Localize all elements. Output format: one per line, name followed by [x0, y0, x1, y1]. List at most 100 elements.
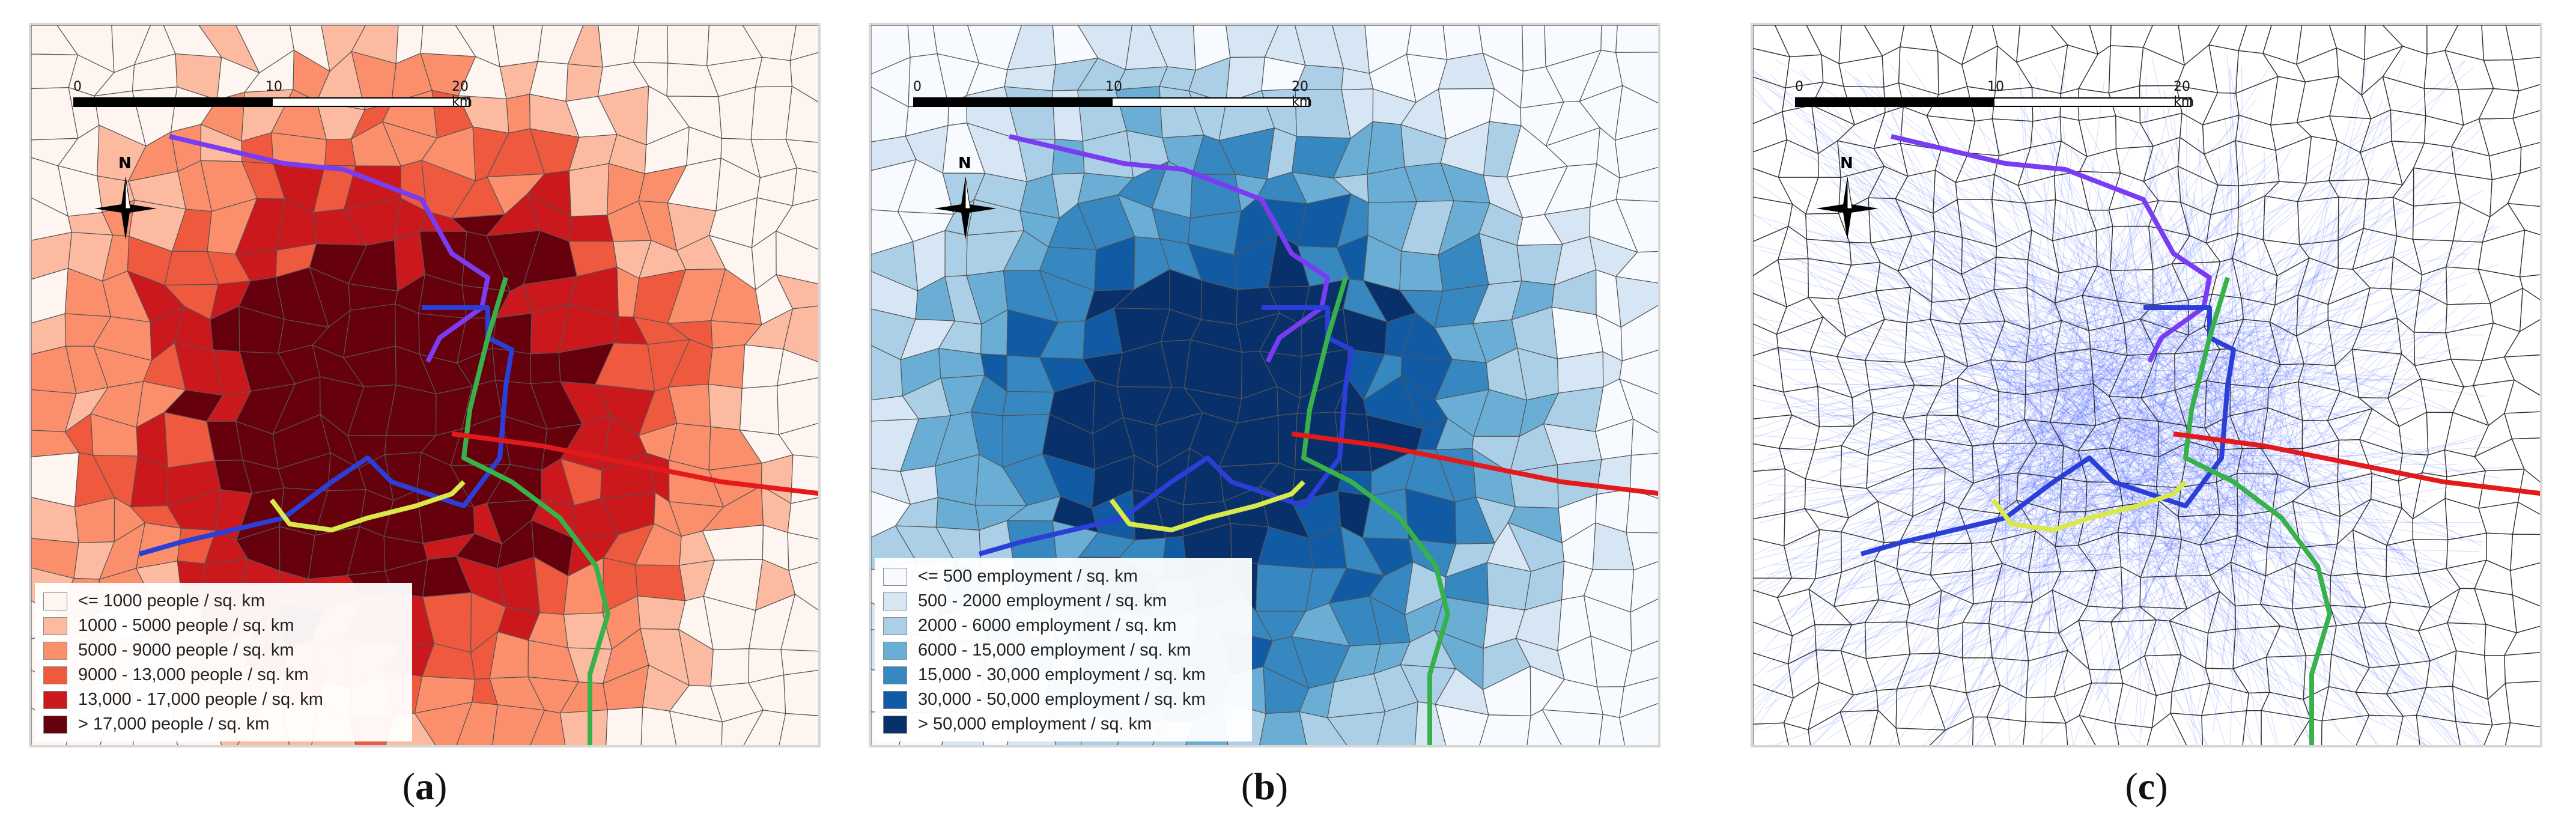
zone-outline — [2297, 180, 2340, 202]
flow-line — [1772, 368, 2222, 371]
zone-outline — [2294, 718, 2322, 745]
flow-line — [2225, 419, 2483, 547]
flow-line — [2048, 345, 2289, 377]
flow-line — [2050, 154, 2462, 520]
flow-line — [1928, 139, 2090, 553]
flow-line — [1808, 455, 2174, 501]
zone-polygon — [492, 704, 545, 745]
flow-line — [2097, 91, 2175, 385]
flow-line — [1998, 478, 2405, 523]
flow-line — [2186, 352, 2276, 627]
flow-line — [1898, 200, 2008, 559]
travel-flow-map[interactable]: 0 10 20 km N — [1751, 23, 2542, 747]
flow-line — [2125, 371, 2205, 540]
flow-line — [2106, 114, 2252, 442]
flow-line — [2182, 248, 2413, 329]
zone-polygon — [1615, 52, 1658, 104]
population-density-map[interactable]: 0 10 20 km N <= 1000 people / sq. km 100… — [29, 23, 821, 747]
flow-line — [2077, 327, 2290, 451]
legend-item: 9000 - 13,000 people / sq. km — [43, 663, 404, 687]
flow-line — [2109, 100, 2286, 316]
flow-line — [2035, 461, 2479, 629]
caption-c: (c) — [2125, 765, 2168, 808]
flow-line — [2267, 527, 2500, 725]
flow-line — [2229, 68, 2235, 501]
flow-line — [2182, 520, 2191, 541]
zone-polygon — [783, 670, 818, 716]
flow-line — [2001, 464, 2131, 525]
zone-polygon — [785, 139, 818, 173]
zone-polygon — [1620, 305, 1658, 362]
flow-line — [1765, 531, 2102, 673]
employment-density-map[interactable]: 0 10 20 km N <= 500 employment / sq. km … — [869, 23, 1660, 747]
flow-line — [1957, 496, 2134, 662]
zone-outline — [2483, 624, 2518, 656]
flow-line — [2202, 475, 2455, 745]
flow-line — [1876, 522, 2267, 600]
flow-line — [2071, 300, 2441, 516]
flow-line — [2100, 171, 2282, 526]
flow-line — [2002, 498, 2225, 659]
flow-line — [2047, 151, 2158, 555]
legend-item: 500 - 2000 employment / sq. km — [883, 589, 1244, 613]
zone-outline — [1991, 118, 2034, 156]
zone-polygon — [1614, 128, 1658, 179]
flow-line — [2164, 401, 2389, 455]
scale-bar-black-segment — [73, 97, 272, 107]
flow-line — [2224, 117, 2273, 434]
zone-polygon — [789, 25, 818, 61]
zone-outline — [2503, 626, 2540, 656]
flow-line — [2019, 424, 2175, 448]
caption-letter: a — [415, 765, 434, 808]
flow-line — [2048, 139, 2102, 347]
flow-line — [2091, 470, 2382, 531]
zone-polygon — [1002, 391, 1055, 416]
flow-line — [1937, 264, 2193, 401]
flow-line — [2229, 394, 2313, 519]
flow-lines-c — [1753, 25, 2540, 745]
zone-outline — [2520, 142, 2540, 174]
zone-polygon — [669, 710, 723, 745]
zone-outline — [2110, 25, 2154, 48]
zone-polygon — [598, 25, 640, 68]
zone-polygon — [785, 85, 818, 143]
zone-outline — [2478, 88, 2520, 120]
flow-line — [2037, 260, 2182, 352]
zone-polygon — [1619, 703, 1658, 745]
flow-line — [2225, 243, 2233, 390]
flow-line — [2199, 351, 2489, 486]
flow-line — [2229, 68, 2273, 338]
zone-outline — [2384, 601, 2431, 632]
flow-line — [1851, 325, 2037, 344]
transit-line — [2183, 276, 2332, 745]
legend-label: 6000 - 15,000 employment / sq. km — [918, 641, 1191, 660]
flow-line — [2252, 249, 2471, 521]
flow-line — [2212, 119, 2492, 370]
flow-line — [1788, 411, 2034, 433]
flow-line — [1805, 120, 2104, 356]
zone-polygon — [755, 56, 793, 88]
flow-line — [2283, 378, 2391, 389]
legend-item: 1000 - 5000 people / sq. km — [43, 613, 404, 638]
zone-polygon — [741, 344, 784, 389]
flow-line — [1957, 455, 2196, 553]
flow-line — [1753, 215, 2243, 358]
flow-line — [2061, 172, 2157, 382]
flow-line — [1966, 406, 2190, 734]
flow-line — [1837, 234, 2106, 407]
flow-line — [2003, 380, 2113, 442]
zone-outline — [2444, 498, 2487, 541]
flow-line — [1967, 410, 2031, 745]
flow-line — [2170, 424, 2277, 744]
zone-outline — [1967, 118, 2000, 156]
flow-line — [1996, 387, 2221, 520]
flow-line — [1984, 288, 2194, 371]
zone-outline — [2360, 140, 2403, 186]
compass-rose-icon — [94, 177, 157, 240]
flow-line — [2270, 327, 2327, 682]
zone-outline — [2511, 437, 2540, 482]
zone-polygon — [1619, 677, 1658, 719]
flow-line — [1882, 537, 2032, 681]
flow-line — [2101, 308, 2174, 541]
flow-line — [1753, 310, 2208, 708]
